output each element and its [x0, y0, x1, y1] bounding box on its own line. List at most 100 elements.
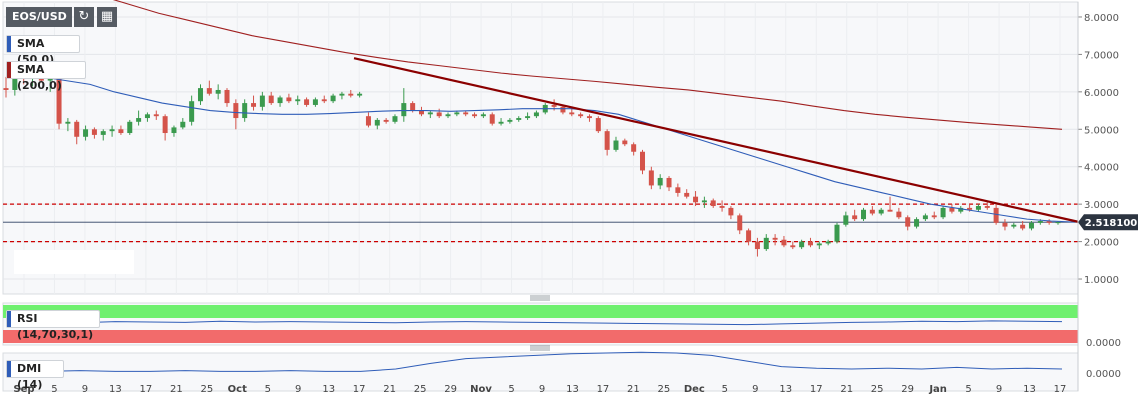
candle-body: [578, 114, 584, 117]
candle-body: [648, 170, 654, 186]
candle-body: [843, 215, 849, 225]
candle: [295, 95, 301, 105]
candle: [905, 215, 911, 231]
candle-body: [984, 206, 990, 208]
x-tick-label: 17: [1054, 384, 1067, 395]
calendar-icon[interactable]: ▦: [97, 7, 117, 27]
symbol-label[interactable]: EOS/USD: [6, 7, 72, 27]
x-tick-label: 21: [170, 384, 183, 395]
candle-body: [189, 101, 195, 122]
candle-body: [613, 140, 619, 150]
candle: [321, 95, 327, 104]
candle-body: [869, 209, 875, 214]
candle-body: [922, 215, 928, 220]
candle: [578, 112, 584, 119]
candle-body: [304, 99, 310, 105]
candle: [914, 217, 920, 229]
candle-body: [631, 144, 637, 152]
candle: [206, 80, 212, 96]
sma200-label[interactable]: SMA (200,0): [6, 61, 86, 92]
candle-body: [595, 118, 601, 132]
candle: [569, 108, 575, 117]
candle: [728, 206, 734, 220]
x-tick-label: Sep: [13, 384, 34, 395]
candle: [268, 91, 274, 105]
candle-body: [242, 103, 248, 119]
candle-body: [162, 116, 168, 134]
price-tick-label: 1.0000: [1084, 275, 1119, 286]
candle: [975, 204, 981, 212]
x-tick-label: 13: [322, 384, 335, 395]
candle-body: [100, 131, 106, 135]
candle: [631, 142, 637, 156]
candle: [83, 125, 89, 141]
dmi-label[interactable]: DMI (14): [6, 360, 64, 391]
candle: [348, 89, 354, 98]
candle: [56, 73, 62, 130]
candle: [215, 84, 221, 100]
x-tick-label: 13: [566, 384, 579, 395]
candle-body: [1011, 224, 1017, 227]
candle: [560, 104, 566, 115]
sma50-label[interactable]: SMA (50,0): [6, 35, 80, 66]
candle: [65, 118, 71, 132]
rsi-oversold-zone: [3, 330, 1078, 343]
candle: [339, 91, 345, 100]
candle-body: [251, 103, 257, 107]
main-panel: [2, 1, 1079, 295]
candle-body: [357, 93, 363, 96]
candle: [401, 88, 407, 122]
candle-body: [83, 129, 89, 137]
candle: [463, 110, 469, 117]
candle: [251, 95, 257, 111]
candle-body: [65, 121, 71, 124]
current-price-value: 2.518100: [1085, 218, 1138, 229]
candle-body: [737, 215, 743, 231]
candle: [144, 112, 150, 122]
candle-body: [136, 118, 142, 122]
rsi-axis-label: 0.0000: [1086, 338, 1121, 349]
candle-body: [958, 207, 964, 212]
candle-body: [940, 207, 946, 218]
candle: [719, 200, 725, 212]
candle-body: [710, 200, 716, 207]
refresh-icon[interactable]: ↻: [74, 7, 94, 27]
candle: [701, 196, 707, 208]
candle-body: [772, 237, 778, 240]
candle-body: [3, 88, 9, 90]
candle: [197, 84, 203, 105]
candle-body: [825, 241, 831, 244]
candle-body: [118, 129, 124, 134]
candle-body: [463, 112, 469, 115]
x-tick-label: 9: [82, 384, 88, 395]
candle: [100, 129, 106, 141]
price-tick-label: 6.0000: [1084, 88, 1119, 99]
candle-body: [640, 151, 646, 171]
candle: [640, 149, 646, 175]
candle-body: [754, 241, 760, 250]
candle-body: [339, 93, 345, 96]
candle-body: [374, 119, 380, 126]
candle: [312, 97, 318, 107]
candle-body: [56, 76, 62, 124]
candle: [940, 206, 946, 220]
candle: [861, 207, 867, 221]
candle-body: [436, 112, 442, 117]
candle: [816, 241, 822, 250]
candle-body: [392, 116, 398, 122]
candle-body: [454, 112, 460, 115]
x-tick-label: 17: [353, 384, 366, 395]
candle-body: [427, 112, 433, 115]
price-tick-label: 2.0000: [1084, 238, 1119, 249]
candle-body: [799, 241, 805, 248]
candle: [136, 110, 142, 126]
candle: [427, 110, 433, 119]
candle: [586, 114, 592, 122]
candle-body: [286, 97, 292, 102]
candle: [693, 191, 699, 207]
rsi-label[interactable]: RSI (14,70,30,1): [6, 310, 100, 341]
candle: [127, 119, 133, 135]
x-tick-label: 29: [901, 384, 914, 395]
x-tick-label: 17: [597, 384, 610, 395]
